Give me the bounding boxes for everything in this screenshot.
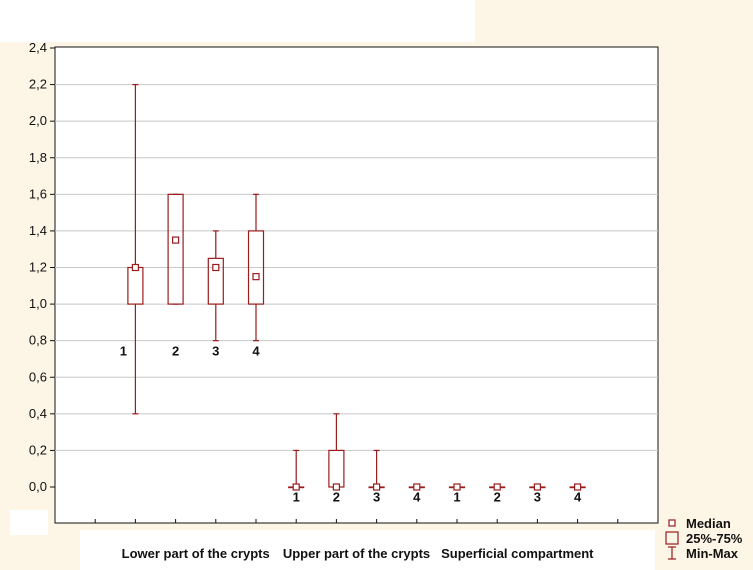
y-axis-ticks: 2,4 2,2 2,0 1,8 1,6 1,4 1,2 1,0 0,8 0,6 0,4 0,2 0,0 <box>29 40 55 494</box>
box-item <box>368 449 385 491</box>
box-item <box>207 230 224 342</box>
legend-symbol <box>668 546 676 560</box>
box-category-label: 4 <box>252 343 260 358</box>
group-label: Upper part of the crypts <box>283 546 430 561</box>
box-item <box>569 483 586 491</box>
y-tick-label: 0,4 <box>29 406 47 421</box>
y-tick-label: 2,0 <box>29 113 47 128</box>
plot-area <box>54 46 659 524</box>
legend-label: Median <box>686 516 731 531</box>
box-item <box>167 193 184 305</box>
median-marker <box>131 263 139 272</box>
group-label: Superficial compartment <box>441 546 594 561</box>
y-tick-label: 1,4 <box>29 223 47 238</box>
median-marker <box>453 483 461 491</box>
y-tick-label: 0,8 <box>29 333 47 348</box>
box-category-label: 3 <box>373 490 380 505</box>
box-category-label: 2 <box>172 343 179 358</box>
median-marker <box>332 483 340 491</box>
median-marker <box>172 236 180 244</box>
box-category-label: 1 <box>120 343 127 358</box>
y-tick-label: 1,2 <box>29 260 47 275</box>
boxes <box>127 83 586 491</box>
box-category-label: 3 <box>534 490 541 505</box>
legend-median-icon <box>668 519 676 527</box>
iqr-box <box>207 257 224 305</box>
y-tick-label: 2,2 <box>29 77 47 92</box>
legend-symbol <box>665 531 679 545</box>
box-item <box>247 193 265 342</box>
box-category-label: 4 <box>413 490 421 505</box>
median-marker <box>533 483 542 491</box>
iqr-box <box>247 230 265 305</box>
box-item <box>529 483 546 491</box>
median-marker <box>573 483 582 491</box>
box-item <box>448 483 466 491</box>
y-tick-label: 0,6 <box>29 369 47 384</box>
box-item <box>127 83 144 415</box>
box-item <box>489 483 506 491</box>
top-white-strip-mid <box>280 0 475 42</box>
median-marker <box>493 483 501 491</box>
y-tick-label: 0,0 <box>29 479 47 494</box>
y-tick-label: 1,6 <box>29 186 47 201</box>
bottom-left-white-patch <box>10 510 48 535</box>
iqr-box <box>167 193 184 305</box>
box-category-label: 1 <box>293 490 300 505</box>
group-labels: Lower part of the crypts Upper part of th… <box>122 546 595 561</box>
box-category-label: 2 <box>494 490 501 505</box>
y-tick-label: 1,0 <box>29 296 47 311</box>
box-category-label: 4 <box>574 490 582 505</box>
top-white-strip-left <box>0 0 280 42</box>
median-marker <box>413 483 421 491</box>
legend-label: Min-Max <box>686 546 739 561</box>
grid-lines <box>55 84 658 451</box>
y-tick-label: 2,4 <box>29 40 47 55</box>
median-marker <box>373 483 381 491</box>
y-tick-label: 0,2 <box>29 442 47 457</box>
x-axis-minor-ticks <box>94 519 619 523</box>
box-item <box>288 449 305 491</box>
median-marker <box>252 273 260 281</box>
box-category-label: 2 <box>333 490 340 505</box>
box-category-label: 1 <box>453 490 460 505</box>
median-marker <box>292 483 300 491</box>
box-item <box>328 413 345 491</box>
legend-label: 25%-75% <box>686 531 743 546</box>
y-tick-label: 1,8 <box>29 150 47 165</box>
group-label: Lower part of the crypts <box>122 546 270 561</box>
bottom-label-strip <box>80 530 655 570</box>
legend-symbol <box>668 519 676 527</box>
median-marker <box>212 263 220 272</box>
box-item <box>408 483 425 491</box>
box-category-label: 3 <box>212 343 219 358</box>
box-category-labels: 1 2 3 4 1 2 3 4 1 2 3 4 <box>120 343 582 504</box>
legend-box-icon <box>665 531 679 545</box>
